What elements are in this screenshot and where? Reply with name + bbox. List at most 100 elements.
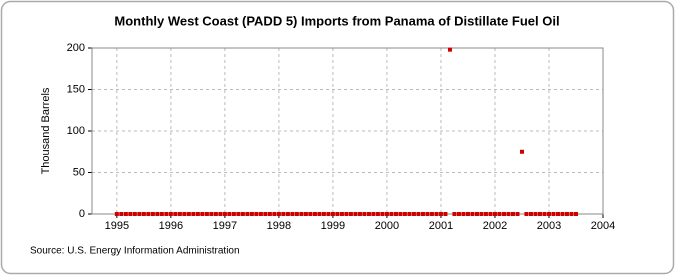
point xyxy=(488,212,493,216)
point xyxy=(303,212,308,216)
point xyxy=(452,212,457,216)
point xyxy=(434,212,439,216)
point xyxy=(537,212,542,216)
point xyxy=(173,212,178,216)
point xyxy=(474,212,479,216)
point xyxy=(299,212,304,216)
point xyxy=(128,212,133,216)
point xyxy=(231,212,236,216)
point xyxy=(150,212,155,216)
point xyxy=(384,212,389,216)
y-axis-label: Thousand Barrels xyxy=(40,87,52,174)
point xyxy=(353,212,358,216)
y-tick-label: 50 xyxy=(73,166,85,178)
point xyxy=(380,212,385,216)
point xyxy=(114,212,119,216)
point xyxy=(335,212,340,216)
point xyxy=(528,212,533,216)
point xyxy=(195,212,200,216)
point xyxy=(344,212,349,216)
point xyxy=(506,212,511,216)
point xyxy=(227,212,232,216)
point xyxy=(348,212,353,216)
point xyxy=(447,47,452,52)
x-tick-label: 1995 xyxy=(105,220,129,232)
point xyxy=(164,212,169,216)
point xyxy=(281,212,286,216)
y-tick-label: 0 xyxy=(79,208,85,220)
point xyxy=(411,212,416,216)
point xyxy=(524,212,529,216)
point xyxy=(177,212,182,216)
point xyxy=(146,212,151,216)
y-tick-label: 100 xyxy=(67,125,85,137)
y-tick-label: 150 xyxy=(67,83,85,95)
point xyxy=(137,212,142,216)
point xyxy=(276,212,281,216)
x-tick-label: 2001 xyxy=(429,220,453,232)
x-tick-label: 2004 xyxy=(591,220,615,232)
point xyxy=(267,212,272,216)
point xyxy=(330,212,335,216)
point xyxy=(285,212,290,216)
point xyxy=(132,212,137,216)
point xyxy=(326,212,331,216)
point xyxy=(519,149,524,154)
point xyxy=(240,212,245,216)
point xyxy=(564,212,569,216)
point xyxy=(159,212,164,216)
point xyxy=(123,212,128,216)
point xyxy=(497,212,502,216)
point xyxy=(402,212,407,216)
x-tick-label: 1999 xyxy=(321,220,345,232)
point xyxy=(209,212,214,216)
source: Source: U.S. Energy Information Administ… xyxy=(30,246,240,257)
point xyxy=(290,212,295,216)
point xyxy=(429,212,434,216)
point xyxy=(213,212,218,216)
point xyxy=(308,212,313,216)
point xyxy=(236,212,241,216)
point xyxy=(465,212,470,216)
point xyxy=(501,212,506,216)
point xyxy=(456,212,461,216)
point xyxy=(294,212,299,216)
point xyxy=(312,212,317,216)
point xyxy=(204,212,209,216)
point xyxy=(470,212,475,216)
point xyxy=(416,212,421,216)
point xyxy=(168,212,173,216)
point xyxy=(357,212,362,216)
point xyxy=(362,212,367,216)
point xyxy=(560,212,565,216)
point xyxy=(515,212,520,216)
point xyxy=(420,212,425,216)
point xyxy=(263,212,268,216)
point xyxy=(569,212,574,216)
point xyxy=(533,212,538,216)
point xyxy=(573,212,578,216)
point xyxy=(461,212,466,216)
point xyxy=(407,212,412,216)
point xyxy=(542,212,547,216)
point xyxy=(375,212,380,216)
chart-title: Monthly West Coast (PADD 5) Imports from… xyxy=(114,13,559,28)
point xyxy=(398,212,403,216)
point xyxy=(556,212,561,216)
x-tick-label: 2003 xyxy=(537,220,561,232)
point xyxy=(510,212,515,216)
point xyxy=(222,212,227,216)
point xyxy=(249,212,254,216)
point xyxy=(191,212,196,216)
point xyxy=(492,212,497,216)
x-tick-label: 1997 xyxy=(213,220,237,232)
point xyxy=(438,212,443,216)
point xyxy=(258,212,263,216)
point xyxy=(389,212,394,216)
point xyxy=(339,212,344,216)
point xyxy=(317,212,322,216)
point xyxy=(479,212,484,216)
point xyxy=(551,212,556,216)
